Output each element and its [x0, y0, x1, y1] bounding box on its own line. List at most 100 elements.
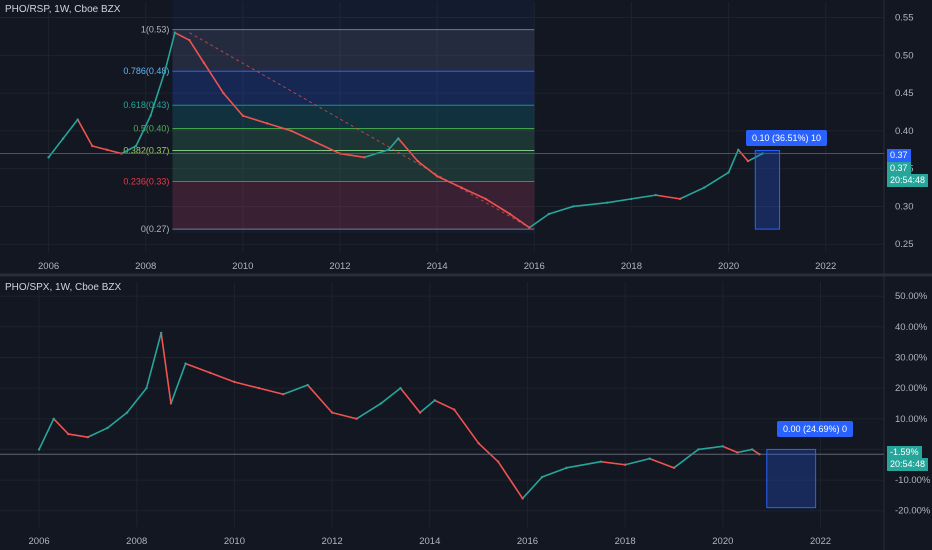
date-range-highlight	[172, 0, 535, 233]
bottom-price-segment	[209, 372, 235, 383]
bottom-x-tick-label: 2006	[29, 536, 50, 547]
top-x-tick-label: 2016	[524, 261, 545, 272]
top-price-segment	[573, 201, 608, 208]
fib-trend-line	[189, 32, 530, 229]
bottom-x-tick-label: 2012	[322, 536, 343, 547]
top-price-point	[435, 175, 439, 178]
top-price-point	[484, 197, 487, 201]
top-y-tick-label: 0.30	[895, 201, 914, 212]
bottom-price-segment	[185, 362, 211, 374]
top-price-segment	[703, 171, 729, 189]
top-x-tick-label: 2006	[38, 261, 59, 272]
top-price-segment	[631, 194, 656, 200]
bottom-price-segment	[478, 442, 499, 463]
bottom-price-point	[697, 448, 700, 451]
top-price-point	[508, 212, 512, 216]
bottom-price-segment	[521, 476, 543, 500]
bottom-price-point	[355, 417, 358, 420]
bottom-x-tick-label: 2016	[517, 536, 538, 547]
top-price-point	[61, 137, 65, 140]
top-price-point	[547, 212, 551, 216]
bottom-y-tick-label: 20.00%	[895, 383, 928, 394]
bottom-price-segment	[624, 457, 650, 466]
top-x-tick-label: 2020	[718, 261, 739, 272]
bottom-price-segment	[541, 467, 567, 478]
fib-zone-0	[172, 29, 535, 72]
bottom-price-segment	[751, 448, 760, 455]
top-y-tick-label: 0.25	[895, 239, 914, 250]
bottom-price-point	[306, 383, 309, 387]
bottom-y-tick-label: 40.00%	[895, 322, 928, 333]
bottom-price-point	[521, 497, 524, 500]
bottom-price-point	[418, 411, 422, 414]
top-pane-title: PHO/RSP, 1W, Cboe BZX	[5, 4, 121, 15]
top-x-tick-label: 2014	[427, 261, 448, 272]
bottom-price-point	[208, 371, 212, 374]
bottom-price-segment	[356, 402, 382, 420]
bottom-price-segment	[600, 460, 626, 466]
bottom-price-segment	[649, 457, 675, 469]
top-price-segment	[164, 32, 176, 71]
top-price-segment	[528, 213, 550, 229]
bottom-price-segment	[566, 460, 601, 469]
bottom-price-segment	[331, 411, 357, 420]
top-price-point	[387, 148, 390, 151]
top-price-segment	[121, 145, 137, 155]
bottom-price-segment	[234, 381, 260, 389]
top-measure-label[interactable]: 0.10 (36.51%) 10	[746, 130, 828, 146]
top-price-point	[363, 156, 366, 159]
top-price-segment	[387, 137, 399, 151]
bottom-price-point	[540, 475, 544, 479]
top-price-point	[460, 186, 463, 189]
bottom-price-point	[282, 393, 285, 396]
top-price-point	[76, 118, 79, 121]
fib-level-label: 0.618(0.43)	[123, 100, 169, 110]
fib-level-label: 0.5(0.40)	[133, 124, 169, 134]
fib-level-label: 0.236(0.33)	[123, 177, 169, 187]
bottom-price-point	[599, 460, 602, 463]
top-price-point	[134, 144, 138, 148]
top-price-badge: 0.37	[887, 149, 911, 162]
top-price-segment	[679, 186, 705, 200]
bottom-price-point	[433, 399, 436, 402]
top-price-segment	[242, 115, 268, 125]
fib-level-label: 1(0.53)	[141, 25, 170, 35]
bottom-price-segment	[68, 433, 89, 438]
top-price-segment	[548, 205, 574, 215]
bottom-countdown-badge: 20:54:48	[887, 458, 929, 471]
fib-level-label: 0.382(0.37)	[123, 146, 169, 156]
top-price-point	[149, 114, 152, 117]
bottom-pane-plot[interactable]: 50.00%40.00%30.00%20.00%10.00%0.00%-10.0…	[0, 282, 931, 547]
bottom-price-segment	[380, 387, 401, 405]
fib-zone-1	[172, 71, 535, 106]
bottom-price-badge: -1.59%	[887, 446, 922, 459]
top-price-segment	[92, 145, 108, 151]
top-price-segment	[222, 92, 244, 117]
top-price-segment	[397, 137, 419, 162]
top-countdown-badge: 20:54:48	[887, 174, 929, 187]
top-price-point	[678, 197, 682, 201]
bottom-price-point	[648, 457, 651, 460]
bottom-price-segment	[497, 461, 524, 499]
bottom-y-tick-label: 10.00%	[895, 414, 928, 425]
top-pane-plot[interactable]: 0.250.300.350.400.450.500.55200620082010…	[0, 0, 914, 272]
bottom-price-point	[721, 445, 725, 448]
bottom-price-point	[257, 386, 261, 390]
top-price-point	[314, 141, 317, 144]
bottom-x-tick-label: 2022	[810, 536, 831, 547]
bottom-price-point	[623, 463, 627, 466]
bottom-measure-box	[766, 448, 817, 509]
bottom-price-point	[736, 451, 739, 454]
bottom-price-segment	[453, 409, 480, 444]
bottom-price-segment	[106, 412, 128, 429]
bottom-price-segment	[673, 448, 699, 469]
bottom-price-point	[37, 448, 41, 451]
bottom-price-segment	[126, 387, 148, 414]
top-price-segment	[62, 119, 79, 139]
top-price-segment	[291, 130, 317, 143]
top-price-segment	[339, 152, 365, 159]
bottom-measure-label[interactable]: 0.00 (24.69%) 0	[777, 421, 854, 437]
bottom-price-point	[86, 435, 90, 439]
top-price-point	[202, 61, 206, 65]
bottom-price-point	[125, 411, 129, 414]
